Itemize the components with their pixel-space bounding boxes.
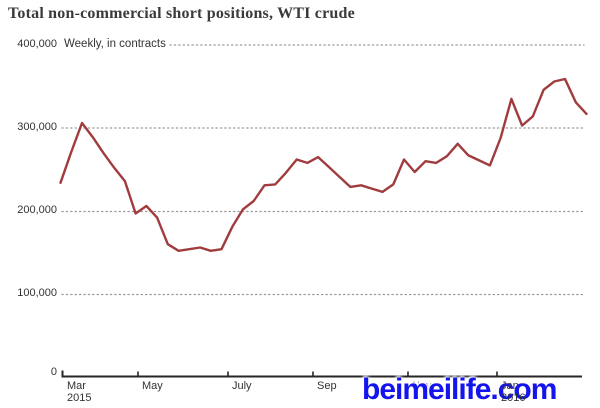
x-tick-label-sep: Sep — [317, 380, 337, 392]
y-axis-label-300000: 300,000 — [17, 121, 57, 133]
x-tick-mar-year: 2015 — [67, 392, 92, 404]
x-tick-label-nov: Nov — [412, 380, 432, 392]
y-axis-label-100000: 100,000 — [17, 287, 57, 299]
x-tick-mar-text: Mar — [67, 380, 86, 392]
x-axis-line — [61, 370, 582, 378]
gridlines — [61, 44, 585, 296]
line-series — [59, 77, 588, 253]
chart-title: Total non-commercial short positions, WT… — [8, 5, 355, 22]
x-tick-label-mar: Mar 2015 — [67, 380, 91, 404]
x-tick-jan-year: 2016 — [501, 392, 526, 404]
y-axis-label-200000: 200,000 — [17, 204, 57, 216]
x-tick-label-july: July — [232, 380, 252, 392]
y-axis-label-0: 0 — [50, 366, 57, 378]
x-axis-ticks — [137, 371, 498, 377]
x-tick-label-may: May — [142, 380, 163, 392]
x-tick-label-jan: Jan 2016 — [501, 380, 525, 404]
chart-subtitle: Weekly, in contracts — [64, 38, 166, 50]
x-tick-jan-text: Jan — [501, 380, 519, 392]
y-axis-label-400000: 400,000 — [17, 38, 57, 50]
watermark: beimeilife.com — [362, 373, 557, 406]
